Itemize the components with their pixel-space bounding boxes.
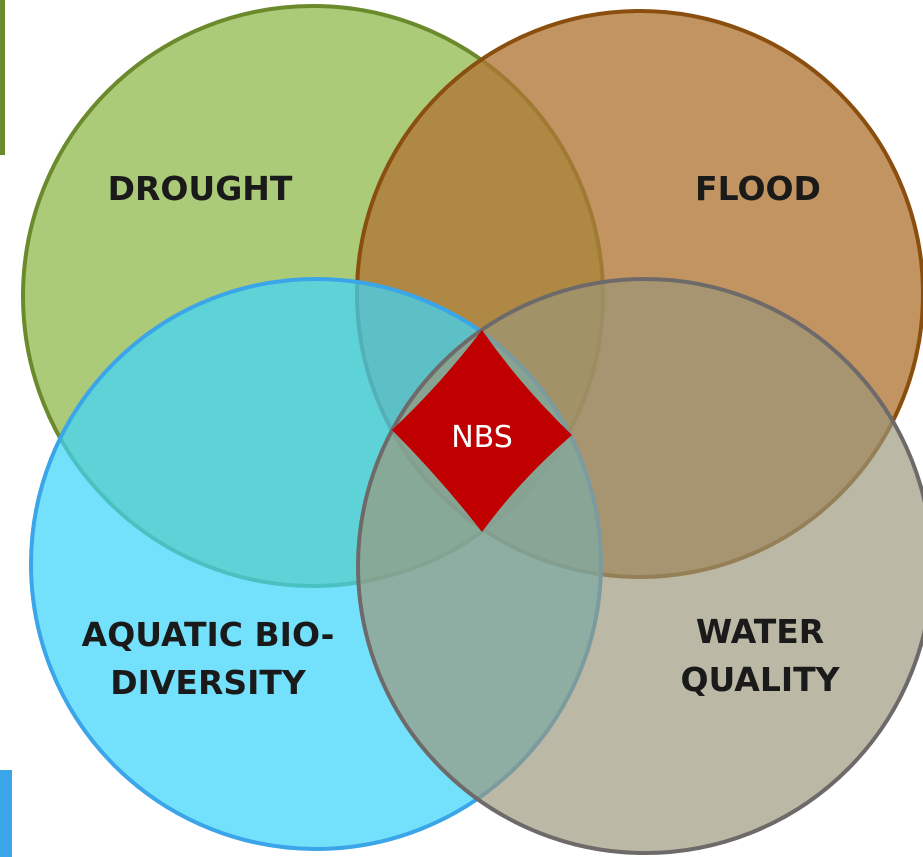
nbs-intersection — [392, 330, 572, 532]
edge-bar — [0, 770, 12, 857]
center-label: NBS — [451, 420, 513, 455]
set-label: WATER QUALITY — [680, 612, 840, 699]
label-line: DROUGHT — [108, 169, 293, 208]
water-quality-circle — [356, 277, 923, 855]
label-line: FLOOD — [695, 169, 821, 208]
set-label: AQUATIC BIO- DIVERSITY — [82, 615, 335, 702]
label-line: AQUATIC BIO- — [82, 615, 335, 654]
set-label: FLOOD — [695, 169, 821, 208]
label-line: WATER — [696, 612, 824, 651]
edge-bar — [0, 0, 5, 155]
set-label: DROUGHT — [108, 169, 293, 208]
label-line: DIVERSITY — [110, 663, 307, 702]
label-line: QUALITY — [680, 660, 840, 699]
